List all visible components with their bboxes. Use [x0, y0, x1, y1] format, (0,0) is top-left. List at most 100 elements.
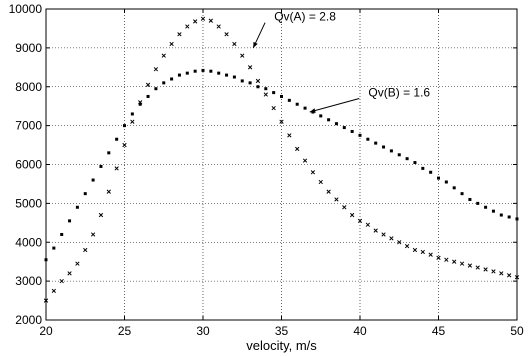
- point-B-38: [342, 126, 346, 130]
- point-B-1: [52, 246, 56, 250]
- point-B-14: [154, 87, 158, 91]
- point-B-57: [491, 209, 495, 213]
- point-B-11: [130, 112, 134, 116]
- point-B-20: [201, 68, 205, 72]
- point-B-22: [217, 71, 221, 75]
- point-A-57: [491, 269, 496, 274]
- point-B-49: [429, 170, 433, 174]
- x-tick-label-6: 50: [510, 324, 524, 338]
- plot-area: [43, 8, 520, 321]
- point-A-53: [459, 261, 465, 266]
- point-A-2: [59, 278, 64, 284]
- point-A-37: [334, 197, 339, 202]
- point-B-6: [91, 178, 95, 182]
- point-A-23: [224, 32, 229, 37]
- point-A-8: [106, 189, 111, 194]
- y-tick-label-7: 9000: [15, 41, 42, 55]
- point-B-2: [60, 232, 64, 236]
- annotation-label-A: Qv(A) = 2.8: [274, 10, 336, 24]
- point-B-3: [68, 219, 72, 223]
- point-A-51: [444, 257, 449, 262]
- point-B-36: [327, 118, 331, 122]
- point-B-31: [287, 98, 291, 102]
- point-A-43: [381, 232, 386, 237]
- point-B-19: [193, 69, 197, 73]
- point-A-39: [349, 212, 355, 218]
- point-B-55: [476, 201, 480, 205]
- point-A-15: [161, 53, 166, 58]
- x-tick-label-2: 30: [196, 324, 210, 338]
- point-B-35: [319, 114, 323, 118]
- point-B-7: [99, 164, 103, 168]
- point-B-17: [177, 73, 181, 77]
- point-B-9: [115, 137, 119, 141]
- point-A-54: [467, 263, 473, 268]
- point-A-36: [326, 189, 331, 194]
- point-A-13: [145, 82, 151, 87]
- y-tick-label-5: 7000: [15, 119, 42, 133]
- y-tick-label-4: 6000: [15, 158, 42, 172]
- point-B-21: [209, 69, 213, 73]
- point-B-33: [303, 106, 307, 110]
- point-A-34: [310, 170, 316, 175]
- annotation-B: Qv(B) = 1.6: [309, 85, 430, 113]
- point-A-32: [295, 146, 300, 152]
- series-layer: [43, 16, 520, 303]
- y-tick-label-3: 5000: [15, 196, 42, 210]
- point-A-56: [483, 267, 488, 272]
- point-B-30: [280, 94, 283, 98]
- point-A-3: [67, 271, 72, 276]
- point-A-50: [436, 255, 441, 260]
- point-A-31: [287, 133, 292, 138]
- point-B-58: [499, 213, 503, 217]
- point-B-16: [170, 77, 174, 81]
- point-A-52: [452, 259, 457, 264]
- point-B-15: [162, 81, 166, 85]
- x-tick-label-3: 35: [275, 324, 289, 338]
- point-A-35: [318, 179, 323, 185]
- y-tick-label-2: 4000: [15, 235, 42, 249]
- point-A-42: [373, 228, 378, 233]
- point-A-11: [130, 119, 135, 124]
- point-A-5: [83, 247, 88, 253]
- point-A-30: [279, 119, 284, 124]
- point-A-20: [200, 16, 206, 21]
- point-B-47: [413, 161, 417, 165]
- point-A-17: [177, 32, 182, 37]
- point-B-8: [107, 151, 111, 155]
- point-A-26: [247, 65, 253, 70]
- point-B-26: [248, 81, 252, 85]
- x-tick-label-1: 25: [118, 324, 132, 338]
- point-B-54: [468, 197, 472, 201]
- point-A-19: [192, 19, 198, 24]
- point-A-40: [357, 218, 363, 224]
- x-axis: 20 25 30 35 40 45 50: [39, 9, 524, 338]
- point-B-18: [185, 71, 189, 75]
- point-B-25: [240, 79, 244, 83]
- point-A-7: [98, 212, 104, 218]
- point-A-25: [240, 53, 245, 58]
- point-A-38: [342, 205, 347, 210]
- x-tick-label-5: 45: [432, 324, 446, 338]
- point-A-47: [412, 247, 418, 253]
- point-A-46: [404, 243, 410, 249]
- point-B-43: [382, 145, 386, 149]
- point-B-46: [405, 157, 409, 161]
- y-tick-label-6: 8000: [15, 80, 42, 94]
- point-B-5: [83, 192, 87, 196]
- point-B-59: [507, 215, 511, 219]
- point-A-6: [90, 232, 96, 237]
- point-B-52: [452, 186, 456, 190]
- annotation-arrow-B: [309, 97, 360, 113]
- point-A-27: [255, 78, 261, 84]
- point-B-40: [358, 133, 362, 137]
- point-A-44: [389, 236, 394, 241]
- point-B-41: [366, 137, 370, 141]
- point-B-32: [295, 102, 299, 106]
- point-B-42: [374, 141, 378, 145]
- point-A-22: [216, 24, 221, 29]
- annotation-arrowhead-A: [253, 41, 258, 48]
- point-B-27: [256, 85, 260, 89]
- point-B-24: [232, 75, 236, 79]
